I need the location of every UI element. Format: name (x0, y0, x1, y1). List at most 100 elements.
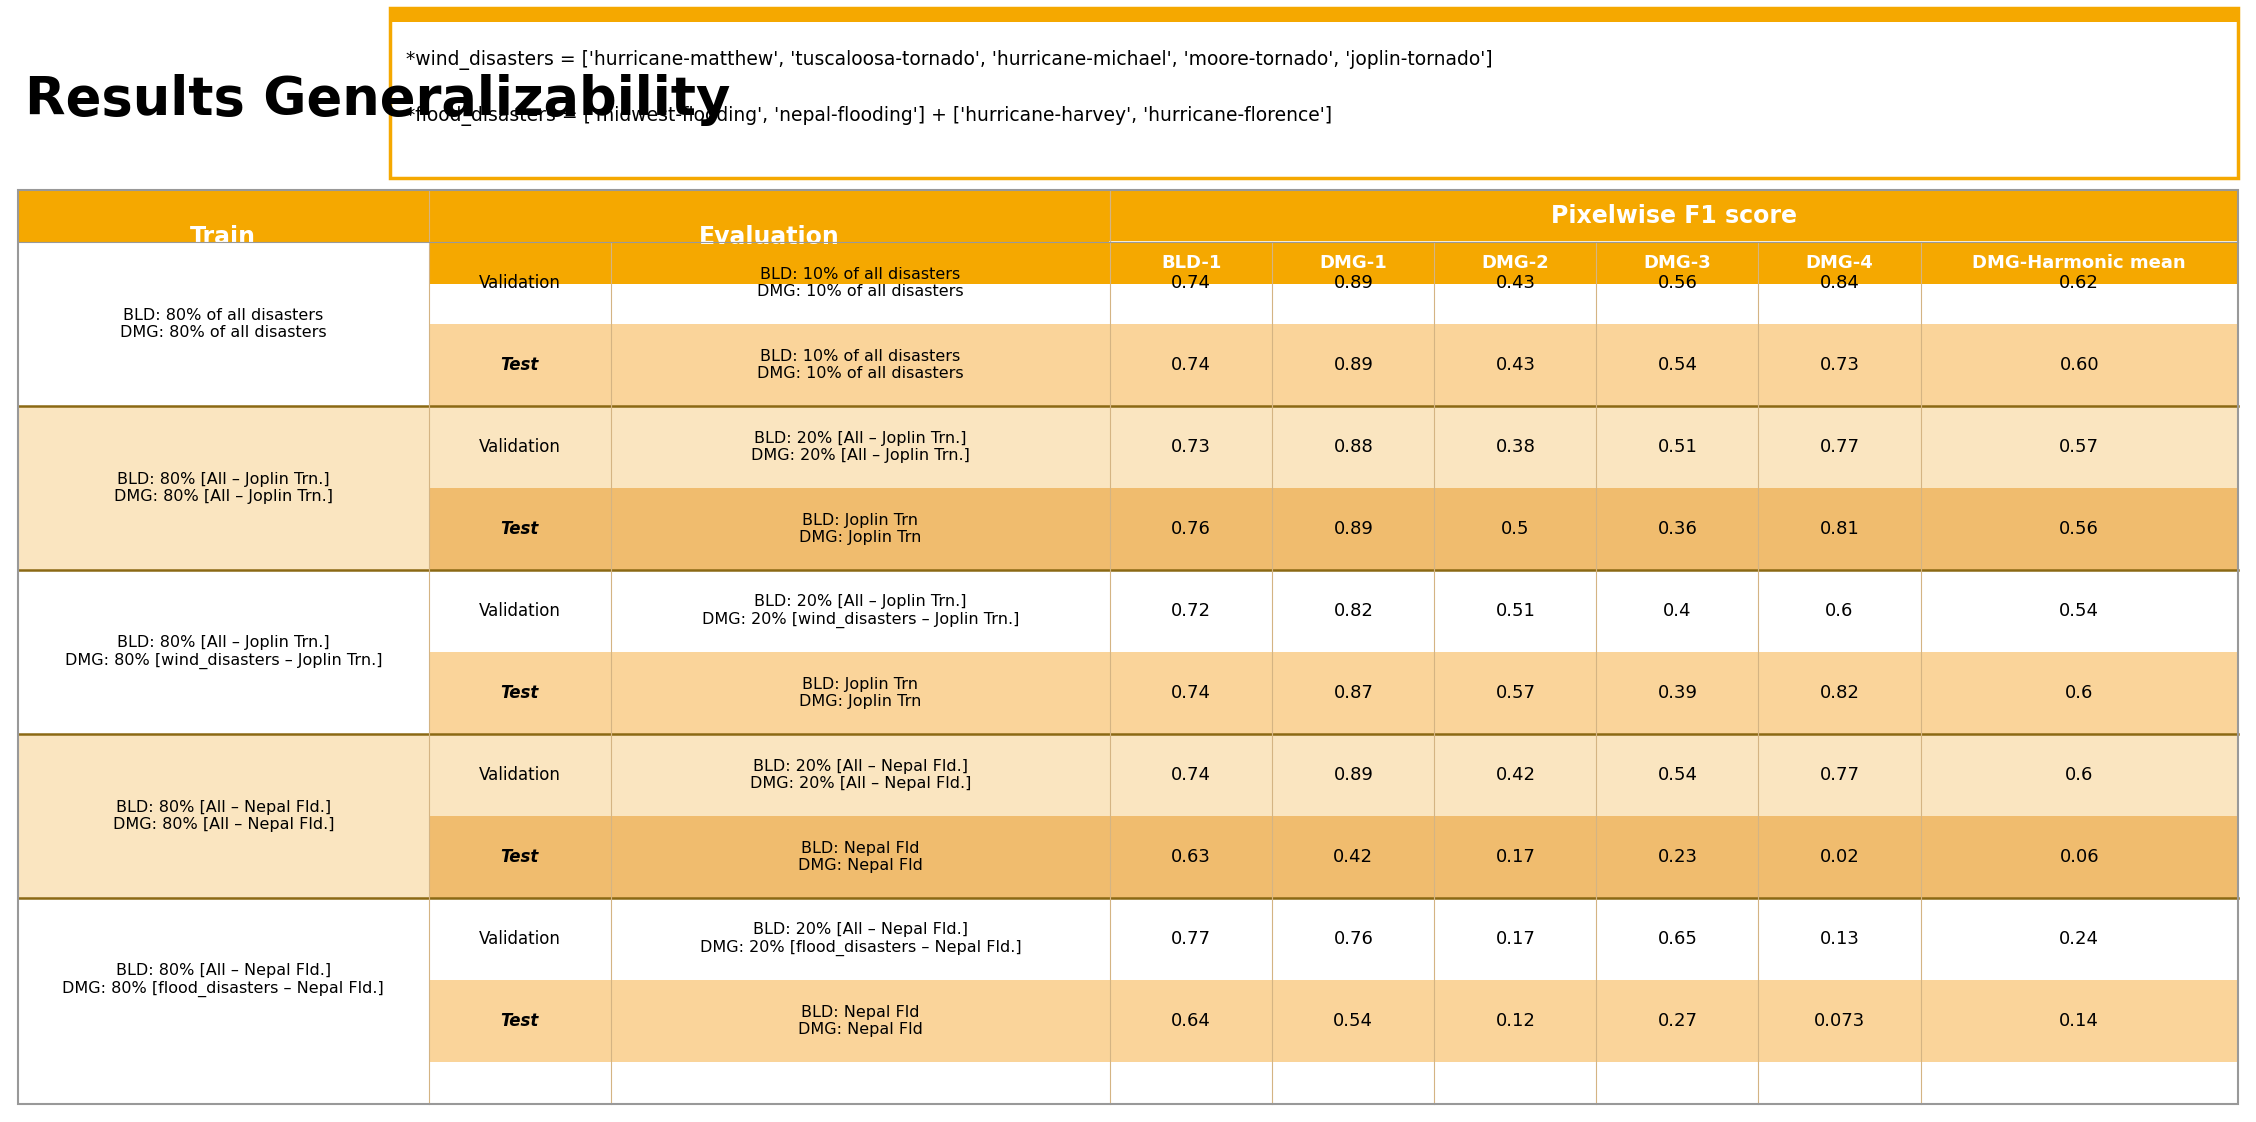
Bar (429, 324, 611, 406)
Text: BLD: 80% [All – Nepal Fld.]
DMG: 80% [All – Nepal Fld.]: BLD: 80% [All – Nepal Fld.] DMG: 80% [Al… (113, 800, 334, 833)
Bar (1435, 898, 1597, 980)
Text: BLD: 80% [All – Joplin Trn.]
DMG: 80% [wind_disasters – Joplin Trn.]: BLD: 80% [All – Joplin Trn.] DMG: 80% [w… (65, 635, 381, 669)
Bar (18, 980, 429, 1063)
Text: 0.17: 0.17 (1496, 930, 1536, 948)
Text: BLD: 80% [All – Nepal Fld.]
DMG: 80% [flood_disasters – Nepal Fld.]: BLD: 80% [All – Nepal Fld.] DMG: 80% [fl… (63, 963, 384, 996)
Text: 0.64: 0.64 (1171, 1012, 1211, 1030)
Text: DMG-Harmonic mean: DMG-Harmonic mean (1972, 254, 2186, 272)
Text: BLD: 20% [All – Nepal Fld.]
DMG: 20% [All – Nepal Fld.]: BLD: 20% [All – Nepal Fld.] DMG: 20% [Al… (749, 758, 970, 791)
Text: BLD: 20% [All – Joplin Trn.]
DMG: 20% [All – Joplin Trn.]: BLD: 20% [All – Joplin Trn.] DMG: 20% [A… (751, 431, 970, 463)
Bar (1272, 652, 1435, 734)
Bar (1757, 242, 1920, 324)
Text: 0.17: 0.17 (1496, 848, 1536, 866)
Bar (18, 324, 429, 406)
Bar (1597, 570, 1757, 652)
Bar (1597, 980, 1757, 1063)
Bar (18, 816, 429, 898)
Bar (1110, 242, 1272, 284)
Text: 0.06: 0.06 (2060, 848, 2098, 866)
Text: BLD: 10% of all disasters
DMG: 10% of all disasters: BLD: 10% of all disasters DMG: 10% of al… (758, 267, 963, 300)
Text: 0.54: 0.54 (1658, 766, 1697, 784)
Text: 0.073: 0.073 (1814, 1012, 1866, 1030)
Text: Validation: Validation (478, 766, 562, 784)
Bar (1435, 488, 1597, 570)
Bar (18, 406, 429, 488)
Text: Results Generalizability: Results Generalizability (25, 74, 731, 126)
Bar (18, 734, 429, 898)
Text: 0.5: 0.5 (1500, 519, 1530, 539)
Bar (1272, 242, 1435, 284)
Text: BLD-1: BLD-1 (1162, 254, 1220, 272)
Bar (1435, 242, 1597, 324)
Text: DMG-3: DMG-3 (1645, 254, 1712, 272)
Text: 0.51: 0.51 (1658, 438, 1697, 456)
Text: 0.88: 0.88 (1333, 438, 1374, 456)
Text: 0.38: 0.38 (1496, 438, 1536, 456)
Text: 0.54: 0.54 (1333, 1012, 1374, 1030)
Text: Validation: Validation (478, 438, 562, 456)
Text: Test: Test (501, 1012, 539, 1030)
Bar (429, 190, 1110, 284)
Text: 0.84: 0.84 (1821, 274, 1859, 292)
Bar (1110, 406, 1272, 488)
Text: BLD: 20% [All – Nepal Fld.]
DMG: 20% [flood_disasters – Nepal Fld.]: BLD: 20% [All – Nepal Fld.] DMG: 20% [fl… (699, 922, 1022, 956)
Text: 0.6: 0.6 (2064, 766, 2094, 784)
Bar (1757, 324, 1920, 406)
Bar (611, 980, 1110, 1063)
Text: 0.23: 0.23 (1658, 848, 1697, 866)
Text: DMG-1: DMG-1 (1320, 254, 1387, 272)
Bar (611, 406, 1110, 488)
Text: 0.74: 0.74 (1171, 274, 1211, 292)
Bar (1757, 570, 1920, 652)
Text: 0.77: 0.77 (1821, 766, 1859, 784)
Bar (18, 488, 429, 570)
Bar (1597, 242, 1757, 324)
Bar (1110, 324, 1272, 406)
Text: 0.24: 0.24 (2060, 930, 2100, 948)
Bar (611, 734, 1110, 816)
Text: 0.89: 0.89 (1333, 519, 1374, 539)
Text: *wind_disasters = ['hurricane-matthew', 'tuscaloosa-tornado', 'hurricane-michael: *wind_disasters = ['hurricane-matthew', … (406, 50, 1493, 70)
Text: Train: Train (190, 226, 257, 249)
Text: 0.4: 0.4 (1663, 603, 1692, 620)
Bar (1272, 406, 1435, 488)
Text: 0.12: 0.12 (1496, 1012, 1536, 1030)
Bar (1597, 898, 1757, 980)
Bar (18, 406, 429, 570)
Bar (1110, 816, 1272, 898)
Text: 0.02: 0.02 (1821, 848, 1859, 866)
Text: 0.51: 0.51 (1496, 603, 1536, 620)
Bar (1272, 324, 1435, 406)
Bar (611, 324, 1110, 406)
Bar (1920, 324, 2238, 406)
Text: BLD: 20% [All – Joplin Trn.]
DMG: 20% [wind_disasters – Joplin Trn.]: BLD: 20% [All – Joplin Trn.] DMG: 20% [w… (702, 595, 1020, 628)
Text: *flood_disasters = ['midwest-flooding', 'nepal-flooding'] + ['hurricane-harvey',: *flood_disasters = ['midwest-flooding', … (406, 105, 1331, 126)
Bar (390, 8, 2238, 178)
Text: 0.74: 0.74 (1171, 684, 1211, 702)
Text: Test: Test (501, 356, 539, 374)
Bar (1272, 980, 1435, 1063)
Bar (429, 652, 611, 734)
Bar (1110, 488, 1272, 570)
Bar (1757, 652, 1920, 734)
Bar (1435, 734, 1597, 816)
Bar (429, 816, 611, 898)
Bar (18, 190, 429, 284)
Bar (1110, 570, 1272, 652)
Bar (18, 570, 429, 652)
Text: 0.43: 0.43 (1496, 356, 1536, 374)
Bar (1272, 898, 1435, 980)
Bar (1757, 816, 1920, 898)
Text: 0.36: 0.36 (1658, 519, 1697, 539)
Bar (429, 734, 611, 816)
Bar (1757, 898, 1920, 980)
Text: 0.72: 0.72 (1171, 603, 1211, 620)
Text: 0.87: 0.87 (1333, 684, 1374, 702)
Bar (1272, 570, 1435, 652)
Bar (1757, 406, 1920, 488)
Bar (611, 242, 1110, 324)
Bar (1435, 406, 1597, 488)
Text: 0.56: 0.56 (1658, 274, 1697, 292)
Bar (1272, 488, 1435, 570)
Bar (429, 898, 611, 980)
